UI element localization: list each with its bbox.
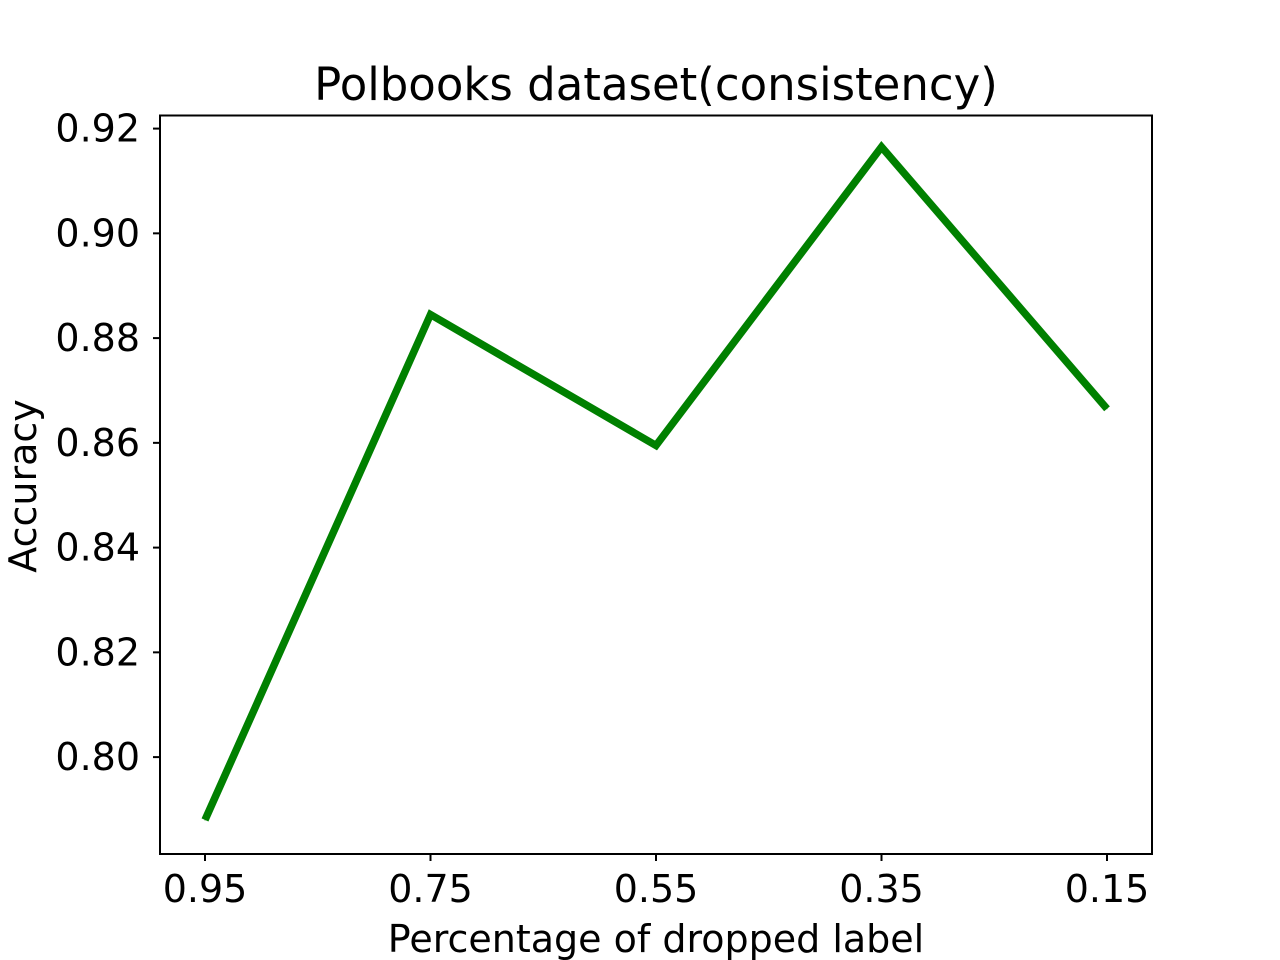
x-axis-title: Percentage of dropped label <box>388 917 924 960</box>
y-tick-label: 0.90 <box>55 211 140 255</box>
y-tick-label: 0.80 <box>55 735 140 779</box>
data-point <box>881 146 882 148</box>
y-tick-label: 0.86 <box>55 421 140 465</box>
x-tick-label: 0.35 <box>839 867 924 911</box>
x-tick-label: 0.55 <box>614 867 699 911</box>
y-axis-title: Accuracy <box>1 399 45 573</box>
y-tick-label: 0.84 <box>55 526 140 570</box>
x-tick-label: 0.15 <box>1065 867 1150 911</box>
chart-title: Polbooks dataset(consistency) <box>314 58 998 111</box>
y-tick-label: 0.92 <box>55 107 140 151</box>
y-tick-label: 0.82 <box>55 630 140 674</box>
plot-area: 0.80 0.82 0.84 0.86 0.88 0.90 0.92 0.95 0.75 0.5… <box>55 107 1153 911</box>
series-layer <box>201 140 1110 822</box>
x-axis: 0.95 0.75 0.55 0.35 0.15 <box>163 854 1150 911</box>
x-tick-label: 0.95 <box>163 867 248 911</box>
x-tick-label: 0.75 <box>388 867 473 911</box>
data-point <box>1106 408 1108 410</box>
y-axis: 0.80 0.82 0.84 0.86 0.88 0.90 0.92 <box>55 107 160 779</box>
y-tick-label: 0.88 <box>55 316 140 360</box>
data-point <box>655 444 657 446</box>
data-point <box>204 819 206 821</box>
data-point <box>430 314 431 316</box>
